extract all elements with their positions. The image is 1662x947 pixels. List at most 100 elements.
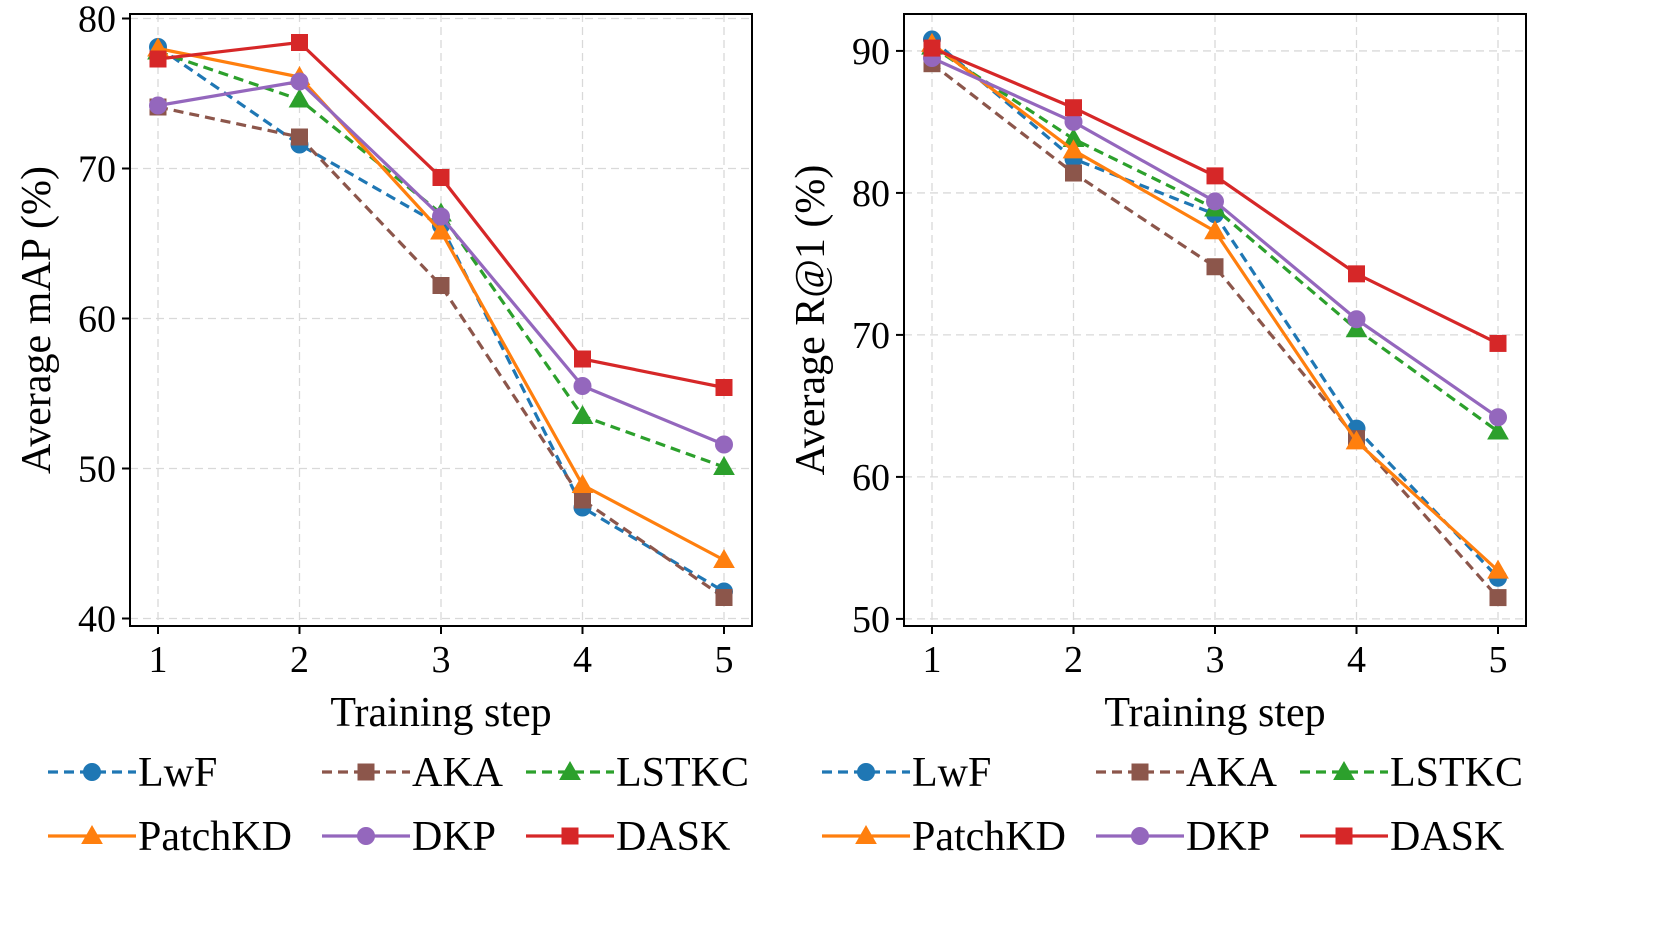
data-point	[291, 128, 308, 146]
x-tick-label: 4	[1347, 639, 1366, 681]
series-line	[157, 49, 725, 469]
legend-label: LwF	[912, 750, 991, 796]
data-point	[573, 377, 592, 395]
series-dkp	[149, 72, 733, 454]
series-line	[931, 62, 1500, 599]
legend-label: PatchKD	[912, 814, 1066, 860]
data-point	[1206, 167, 1224, 185]
legend-marker	[857, 763, 875, 781]
chart-panel-1: 1 2 3 4 5 40 50 60 70 80 Training step Average mAP …	[14, 0, 753, 860]
legend-item: LwF	[48, 750, 217, 796]
y-axis-label: Average R@1 (%)	[788, 165, 834, 476]
legend-marker	[561, 827, 579, 845]
legend-marker	[357, 763, 375, 781]
y-tick-label: 70	[852, 315, 890, 357]
legend-marker	[1335, 827, 1353, 845]
data-point	[1489, 408, 1507, 427]
y-tick-label: 70	[78, 149, 116, 191]
y-tick-label: 60	[852, 457, 890, 499]
data-point	[1062, 139, 1085, 159]
data-point	[432, 277, 450, 294]
y-tick-label: 60	[78, 299, 116, 341]
data-point	[1065, 164, 1082, 182]
data-point	[432, 207, 450, 226]
x-tick-label: 3	[1206, 639, 1225, 681]
legend-item: DASK	[526, 814, 730, 860]
legend-label: AKA	[412, 750, 504, 796]
data-point	[1487, 420, 1509, 440]
legend-label: DASK	[1390, 814, 1504, 860]
legend-label: DKP	[1186, 814, 1270, 860]
data-point	[149, 50, 167, 68]
x-axis-label: Training step	[1104, 690, 1325, 736]
chart-panel-2: 1 2 3 4 5 50 60 70 80 90 Training step Average R@1 …	[788, 13, 1527, 860]
data-point	[288, 88, 311, 108]
data-point	[715, 379, 733, 396]
legend-item: LSTKC	[1300, 750, 1523, 796]
legend-item: AKA	[322, 750, 504, 796]
y-tick-label: 80	[78, 0, 116, 41]
data-point	[574, 491, 591, 509]
data-point	[1345, 430, 1368, 450]
y-tick-label: 40	[78, 599, 116, 641]
data-point	[1348, 265, 1365, 283]
data-point	[571, 473, 594, 493]
legend-marker	[357, 827, 375, 845]
x-tick-label: 1	[923, 639, 942, 681]
data-point	[923, 39, 941, 57]
data-point	[1206, 258, 1224, 276]
legend-item: AKA	[1096, 750, 1278, 796]
legend-label: PatchKD	[138, 814, 292, 860]
legend-label: AKA	[1186, 750, 1278, 796]
data-point	[713, 455, 735, 475]
legend-label: LSTKC	[616, 750, 749, 796]
x-tick-label: 4	[573, 639, 592, 681]
legend-marker	[1131, 763, 1149, 781]
data-point	[1489, 334, 1507, 352]
legend-marker	[81, 824, 103, 844]
series-dask	[923, 39, 1507, 352]
data-point	[715, 435, 733, 454]
legend-item: LSTKC	[526, 750, 749, 796]
y-tick-label: 50	[852, 599, 890, 641]
legend-item: LwF	[822, 750, 991, 796]
x-tick-label: 3	[432, 639, 451, 681]
data-point	[574, 350, 591, 368]
series-dkp	[923, 49, 1507, 427]
y-tick-label: 90	[852, 31, 890, 73]
legend-item: PatchKD	[48, 814, 292, 860]
data-point	[432, 169, 450, 186]
series-line	[157, 45, 725, 593]
data-point	[1347, 310, 1366, 329]
legend-item: DKP	[322, 814, 496, 860]
data-point	[713, 548, 735, 568]
data-point	[149, 96, 167, 115]
data-point	[1065, 99, 1082, 117]
data-point	[1204, 220, 1226, 240]
x-axis-label: Training step	[330, 690, 551, 736]
legend-marker	[1333, 760, 1355, 780]
y-tick-label: 80	[852, 173, 890, 215]
series-dask	[149, 34, 733, 396]
x-tick-label: 5	[1489, 639, 1508, 681]
x-tick-label: 1	[149, 639, 168, 681]
data-point	[571, 404, 594, 424]
y-tick-label: 50	[78, 449, 116, 491]
data-point	[290, 72, 309, 91]
data-point	[1487, 559, 1509, 579]
x-tick-label: 2	[290, 639, 309, 681]
legend-marker	[559, 760, 581, 780]
data-point	[291, 34, 308, 51]
y-axis-label: Average mAP (%)	[14, 166, 60, 474]
legend-label: DKP	[412, 814, 496, 860]
legend-item: DKP	[1096, 814, 1270, 860]
legend-marker	[83, 763, 101, 781]
legend-item: PatchKD	[822, 814, 1066, 860]
legend-label: LSTKC	[1390, 750, 1523, 796]
legend: LwF AKA LSTKC PatchKD DKP DASK	[822, 750, 1523, 860]
data-point	[1206, 192, 1224, 211]
x-tick-label: 2	[1064, 639, 1083, 681]
legend-item: DASK	[1300, 814, 1504, 860]
x-tick-label: 5	[715, 639, 734, 681]
